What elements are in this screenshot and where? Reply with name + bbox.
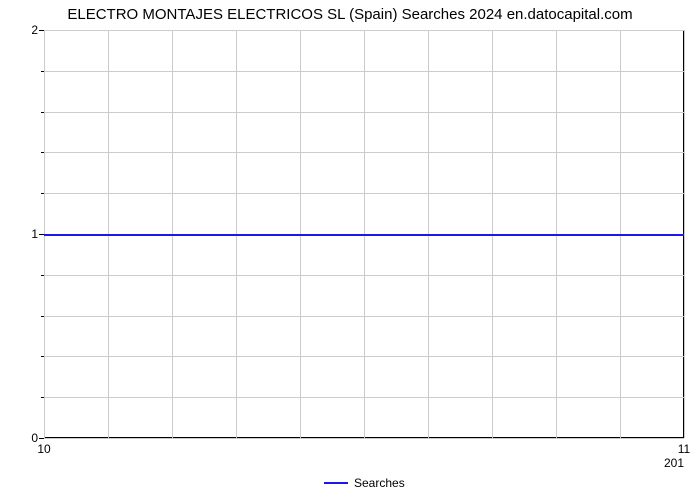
plot-area xyxy=(44,30,684,438)
y-minor-tick xyxy=(41,275,44,276)
y-minor-tick xyxy=(41,356,44,357)
y-minor-tick xyxy=(41,193,44,194)
y-tick-label: 2 xyxy=(22,23,38,37)
x-tick-label: 10 xyxy=(37,442,50,456)
y-tick-label: 1 xyxy=(22,227,38,241)
legend-swatch xyxy=(324,482,348,484)
x-sublabel: 201 xyxy=(664,456,684,470)
legend: Searches xyxy=(324,476,405,490)
chart-container: ELECTRO MONTAJES ELECTRICOS SL (Spain) S… xyxy=(0,0,700,500)
y-minor-tick xyxy=(41,397,44,398)
y-tick-label: 0 xyxy=(22,431,38,445)
chart-title: ELECTRO MONTAJES ELECTRICOS SL (Spain) S… xyxy=(0,6,700,23)
x-tick-label: 11 xyxy=(678,442,690,456)
y-minor-tick xyxy=(41,112,44,113)
y-minor-tick xyxy=(41,316,44,317)
y-tick-mark xyxy=(39,234,44,235)
series-line xyxy=(44,234,684,236)
y-tick-mark xyxy=(39,438,44,439)
gridline-h xyxy=(44,438,684,439)
y-minor-tick xyxy=(41,152,44,153)
gridline-v xyxy=(684,30,685,438)
y-tick-mark xyxy=(39,30,44,31)
y-minor-tick xyxy=(41,71,44,72)
legend-label: Searches xyxy=(354,476,405,490)
